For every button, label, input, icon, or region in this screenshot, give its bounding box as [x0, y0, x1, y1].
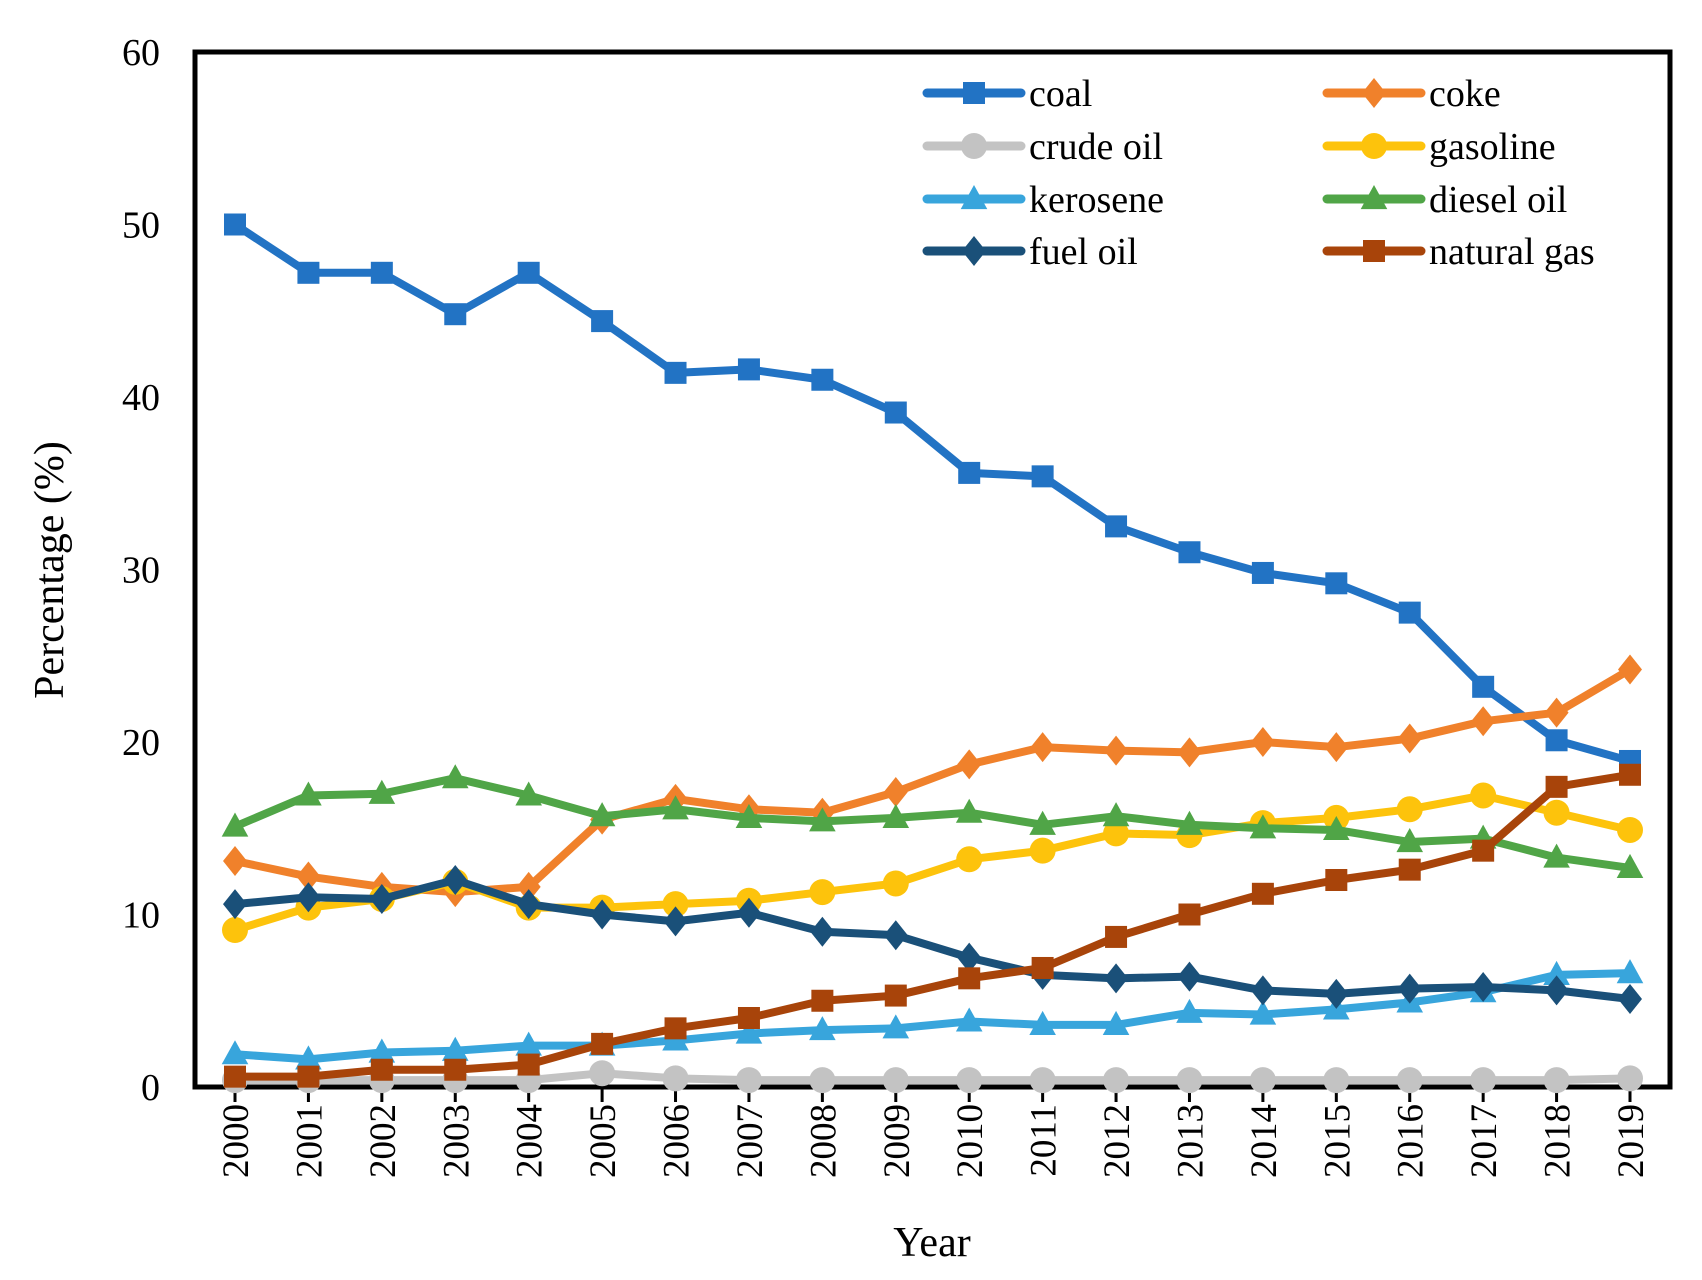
legend-item-natural-gas: natural gas [1322, 231, 1595, 273]
x-tick-label-2010: 2010 [950, 1104, 991, 1178]
y-tick-label-50: 50 [122, 205, 160, 247]
legend-item-crude-oil: crude oil [922, 126, 1163, 168]
series-line-natural-gas [231, 770, 1634, 1081]
legend-label-coke: coke [1429, 73, 1501, 115]
x-tick-label-2019: 2019 [1611, 1104, 1652, 1178]
x-tick-label-2005: 2005 [583, 1104, 624, 1178]
legend-item-coke: coke [1322, 73, 1501, 115]
y-tick-label-10: 10 [122, 895, 160, 937]
x-tick-label-2003: 2003 [436, 1104, 477, 1178]
x-tick-label-2002: 2002 [363, 1104, 404, 1178]
y-axis-title: Percentage (%) [27, 441, 73, 699]
x-tick-label-2016: 2016 [1391, 1104, 1432, 1178]
series-markers-fuel-oil [223, 865, 1642, 1015]
legend-label-natural-gas: natural gas [1429, 231, 1595, 273]
x-tick-label-2007: 2007 [730, 1104, 771, 1178]
series-line-kerosene [231, 969, 1634, 1064]
legend-label-diesel-oil: diesel oil [1429, 179, 1567, 221]
x-tick-label-2011: 2011 [1024, 1104, 1065, 1177]
y-tick-label-30: 30 [122, 550, 160, 592]
x-tick-label-2012: 2012 [1097, 1104, 1138, 1178]
series-line-fuel-oil [231, 876, 1634, 1004]
legend-label-kerosene: kerosene [1029, 179, 1164, 221]
legend-label-crude-oil: crude oil [1029, 126, 1163, 168]
x-tick-label-2008: 2008 [803, 1104, 844, 1178]
x-tick-label-2017: 2017 [1464, 1104, 1505, 1178]
legend-item-gasoline: gasoline [1322, 126, 1556, 168]
series-line-coal [231, 220, 1634, 765]
legend-item-fuel-oil: fuel oil [922, 231, 1138, 273]
series-markers-natural-gas [224, 763, 1641, 1088]
x-tick-label-2013: 2013 [1170, 1104, 1211, 1178]
x-tick-label-2015: 2015 [1317, 1104, 1358, 1178]
x-tick-label-2001: 2001 [289, 1104, 330, 1178]
x-tick-label-2009: 2009 [877, 1104, 918, 1178]
legend-item-coal: coal [922, 73, 1092, 115]
x-axis-title: Year [893, 1220, 971, 1266]
legend-label-gasoline: gasoline [1429, 126, 1556, 168]
legend-item-diesel-oil: diesel oil [1322, 179, 1567, 221]
y-tick-label-40: 40 [122, 377, 160, 419]
legend-label-fuel-oil: fuel oil [1029, 231, 1138, 273]
plot-frame [192, 49, 1673, 1090]
x-tick-label-2000: 2000 [216, 1104, 257, 1178]
series-markers-coal [224, 213, 1641, 772]
series-line-coke [231, 665, 1634, 897]
x-tick-label-2014: 2014 [1244, 1104, 1285, 1178]
legend-label-coal: coal [1029, 73, 1092, 115]
y-tick-label-0: 0 [141, 1067, 160, 1109]
series-line-diesel-oil [231, 774, 1634, 872]
y-tick-label-20: 20 [122, 722, 160, 764]
legend-item-kerosene: kerosene [922, 179, 1164, 221]
y-tick-label-60: 60 [122, 32, 160, 74]
x-tick-label-2004: 2004 [510, 1104, 551, 1178]
x-tick-label-2006: 2006 [657, 1104, 698, 1178]
x-tick-label-2018: 2018 [1538, 1104, 1579, 1178]
